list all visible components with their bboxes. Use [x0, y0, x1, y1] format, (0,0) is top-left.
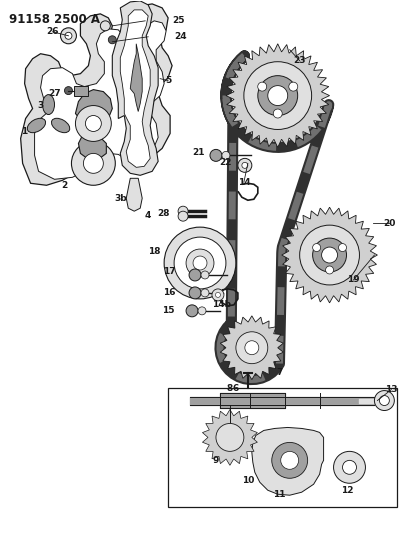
Circle shape [200, 271, 209, 279]
Text: 26: 26 [46, 27, 59, 36]
Polygon shape [126, 179, 142, 211]
Text: 2: 2 [61, 181, 68, 190]
Ellipse shape [43, 94, 54, 115]
Text: 23: 23 [293, 56, 305, 65]
Text: 3: 3 [37, 101, 44, 110]
Circle shape [100, 21, 110, 31]
Circle shape [342, 461, 356, 474]
Text: 20: 20 [382, 219, 394, 228]
Polygon shape [75, 90, 112, 159]
Text: 21: 21 [191, 148, 204, 157]
Circle shape [85, 116, 101, 132]
Text: 1: 1 [21, 127, 28, 136]
Circle shape [273, 109, 281, 118]
Circle shape [200, 289, 209, 297]
Circle shape [60, 28, 76, 44]
Polygon shape [130, 44, 142, 111]
Circle shape [189, 287, 200, 299]
Circle shape [235, 332, 267, 364]
Circle shape [325, 266, 333, 274]
Text: 14: 14 [237, 178, 249, 187]
Circle shape [333, 451, 364, 483]
Text: 15: 15 [162, 306, 174, 316]
Text: 13: 13 [384, 385, 396, 394]
Circle shape [65, 33, 72, 39]
Polygon shape [21, 4, 172, 185]
Text: 6: 6 [232, 384, 239, 393]
Circle shape [257, 82, 266, 91]
Polygon shape [120, 10, 150, 167]
Circle shape [108, 36, 116, 44]
Circle shape [237, 158, 251, 172]
Polygon shape [220, 316, 283, 379]
Polygon shape [34, 21, 166, 179]
Text: 18: 18 [147, 247, 160, 255]
Circle shape [244, 341, 258, 354]
Polygon shape [251, 427, 323, 495]
Text: 12: 12 [341, 486, 353, 495]
Circle shape [174, 237, 225, 289]
FancyBboxPatch shape [168, 387, 396, 507]
Circle shape [215, 423, 243, 451]
Ellipse shape [27, 118, 45, 133]
Text: 27: 27 [48, 89, 61, 98]
Text: 24: 24 [173, 33, 186, 41]
Circle shape [185, 249, 213, 277]
Text: 4: 4 [145, 211, 151, 220]
Ellipse shape [51, 118, 70, 133]
Circle shape [64, 87, 72, 94]
Polygon shape [112, 1, 158, 175]
Text: 10: 10 [241, 476, 254, 485]
Text: 14b: 14b [212, 301, 231, 309]
Circle shape [241, 163, 247, 168]
Circle shape [185, 305, 198, 317]
Circle shape [378, 395, 388, 406]
Circle shape [267, 86, 287, 106]
Circle shape [288, 82, 297, 91]
Text: 11: 11 [273, 490, 285, 499]
Text: 16: 16 [162, 288, 175, 297]
Circle shape [189, 269, 200, 281]
Text: 25: 25 [171, 17, 184, 26]
Circle shape [312, 244, 320, 252]
Circle shape [71, 141, 115, 185]
Text: 17: 17 [162, 268, 175, 277]
Text: 9: 9 [212, 456, 219, 465]
Circle shape [211, 289, 224, 301]
Circle shape [373, 391, 393, 410]
Polygon shape [225, 44, 329, 148]
FancyBboxPatch shape [74, 86, 88, 95]
Circle shape [75, 106, 111, 141]
Circle shape [321, 247, 337, 263]
Text: 28: 28 [156, 209, 169, 217]
Text: 19: 19 [346, 276, 359, 285]
Text: 3b: 3b [114, 193, 126, 203]
Text: 5: 5 [164, 76, 171, 85]
Circle shape [299, 225, 358, 285]
Polygon shape [281, 207, 377, 303]
Circle shape [271, 442, 307, 478]
Circle shape [338, 244, 345, 252]
Circle shape [257, 76, 297, 116]
Circle shape [312, 238, 345, 272]
Circle shape [178, 206, 188, 216]
Circle shape [280, 451, 298, 469]
Circle shape [178, 211, 188, 221]
Circle shape [209, 149, 222, 161]
Text: 22: 22 [219, 158, 232, 167]
Text: 7: 7 [276, 368, 282, 377]
Circle shape [215, 293, 220, 297]
Circle shape [243, 62, 311, 130]
Circle shape [192, 256, 207, 270]
Text: 8: 8 [226, 384, 232, 393]
Polygon shape [202, 409, 257, 465]
Circle shape [164, 227, 235, 299]
Circle shape [83, 154, 103, 173]
Circle shape [198, 307, 205, 315]
Text: 91158 2500 A: 91158 2500 A [9, 13, 99, 26]
Circle shape [222, 151, 229, 159]
